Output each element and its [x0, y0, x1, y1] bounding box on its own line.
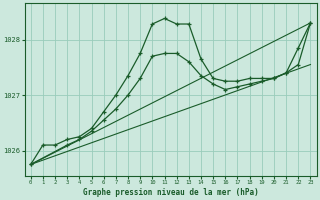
- X-axis label: Graphe pression niveau de la mer (hPa): Graphe pression niveau de la mer (hPa): [83, 188, 259, 197]
